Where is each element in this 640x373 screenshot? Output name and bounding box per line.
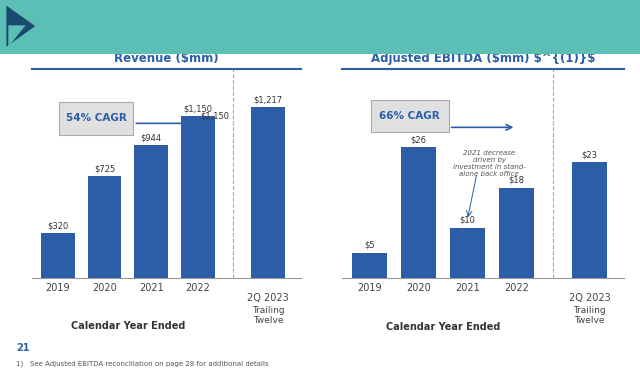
Bar xyxy=(134,145,168,278)
Text: 54% CAGR: 54% CAGR xyxy=(66,113,127,123)
Bar xyxy=(499,188,534,278)
Text: $10: $10 xyxy=(460,216,476,225)
Bar xyxy=(88,176,122,278)
Bar xyxy=(450,228,485,278)
Text: History of positive EBITDA and margin expansion: History of positive EBITDA and margin ex… xyxy=(343,319,614,329)
Text: Track record of consistent, strong growth: Track record of consistent, strong growt… xyxy=(51,319,279,329)
Title: Adjusted EBITDA ($mm) $^{(1)}$: Adjusted EBITDA ($mm) $^{(1)}$ xyxy=(371,51,595,65)
Text: $320: $320 xyxy=(47,222,68,231)
Text: $1,217: $1,217 xyxy=(253,95,283,104)
Text: Trailing
Twelve: Trailing Twelve xyxy=(573,306,606,325)
Bar xyxy=(572,163,607,278)
Text: 2021 decrease
driven by
investment in stand-
alone back office: 2021 decrease driven by investment in st… xyxy=(453,150,525,177)
Text: $26: $26 xyxy=(410,135,426,144)
Text: 2Q 2023: 2Q 2023 xyxy=(247,293,289,303)
Text: Calendar Year Ended: Calendar Year Ended xyxy=(70,322,185,332)
Text: $1,150: $1,150 xyxy=(200,112,229,120)
Text: $1,150: $1,150 xyxy=(184,105,212,114)
Bar xyxy=(352,253,387,278)
Text: 66% CAGR: 66% CAGR xyxy=(379,111,440,121)
Text: $18: $18 xyxy=(508,176,524,185)
Bar xyxy=(252,107,285,278)
Text: 21: 21 xyxy=(16,343,29,353)
Title: Revenue ($mm): Revenue ($mm) xyxy=(114,51,219,65)
Text: Trailing
Twelve: Trailing Twelve xyxy=(252,306,284,325)
Text: 1)   See Adjusted EBITDA reconciliation on page 28 for additional details: 1) See Adjusted EBITDA reconciliation on… xyxy=(16,361,269,367)
Text: 2Q 2023: 2Q 2023 xyxy=(569,293,611,303)
Bar xyxy=(181,116,215,278)
Text: $5: $5 xyxy=(364,241,374,250)
FancyBboxPatch shape xyxy=(59,102,134,135)
Text: $944: $944 xyxy=(141,134,162,143)
Text: $23: $23 xyxy=(582,150,598,160)
FancyBboxPatch shape xyxy=(371,100,449,132)
Bar xyxy=(41,233,74,278)
Text: $725: $725 xyxy=(94,164,115,173)
Text: Summary Financial Performance: Summary Financial Performance xyxy=(129,17,511,37)
Bar xyxy=(401,147,436,278)
Text: Calendar Year Ended: Calendar Year Ended xyxy=(386,322,500,332)
